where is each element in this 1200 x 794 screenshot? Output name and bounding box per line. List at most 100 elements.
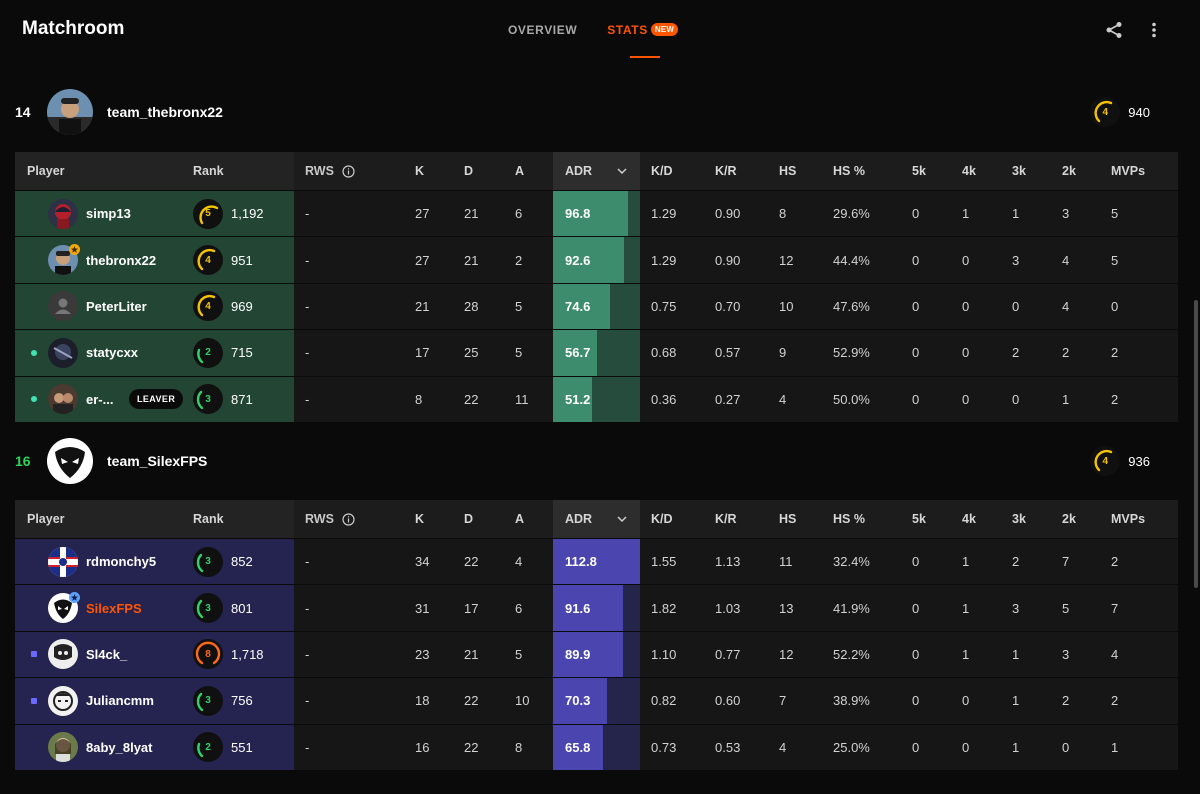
- table-row[interactable]: 56.7 statycxx 2 715 - 17 25 5 0.68 0.57 …: [15, 329, 1178, 376]
- player-nickname[interactable]: SilexFPS: [86, 600, 142, 616]
- kr-value: 0.57: [715, 345, 741, 361]
- col-4k[interactable]: 4k: [962, 512, 976, 526]
- col-kr[interactable]: K/R: [715, 164, 737, 178]
- col-rank[interactable]: Rank: [193, 164, 224, 178]
- col-kr[interactable]: K/R: [715, 512, 737, 526]
- player-nickname[interactable]: er-...: [86, 391, 114, 407]
- team-elo-value: 940: [1128, 104, 1150, 120]
- kills-value: 31: [415, 600, 430, 616]
- col-player[interactable]: Player: [27, 164, 65, 178]
- col-5k[interactable]: 5k: [912, 512, 926, 526]
- 5k-value: 0: [912, 646, 920, 662]
- kills-value: 34: [415, 554, 430, 570]
- table-row[interactable]: 89.9 Sl4ck_ 8 1,718 - 23 21 5 1.10 0.77 …: [15, 630, 1178, 678]
- player-cell[interactable]: simp13: [15, 191, 294, 236]
- col-5k[interactable]: 5k: [912, 164, 926, 178]
- table-row[interactable]: 92.6 thebronx22 4 951 - 27 21 2 1.29 0.9…: [15, 236, 1178, 283]
- 4k-value: 1: [962, 646, 970, 662]
- chevron-down-icon[interactable]: [617, 152, 627, 190]
- col-adr[interactable]: ADR: [565, 164, 593, 178]
- col-hs[interactable]: HS: [779, 164, 797, 178]
- player-nickname[interactable]: simp13: [86, 206, 131, 222]
- col-3k[interactable]: 3k: [1012, 512, 1026, 526]
- table-row[interactable]: 51.2 er-... LEAVER 3 871 - 8 22 11 0.36 …: [15, 375, 1178, 422]
- col-a[interactable]: A: [515, 512, 525, 526]
- info-icon[interactable]: [342, 164, 355, 178]
- player-cell[interactable]: rdmonchy5: [15, 539, 294, 584]
- kr-value: 0.90: [715, 206, 741, 222]
- 5k-value: 0: [912, 391, 920, 407]
- col-3k[interactable]: 3k: [1012, 164, 1026, 178]
- col-rws[interactable]: RWS: [305, 152, 355, 190]
- player-cell[interactable]: 8aby_8lyat: [15, 725, 294, 770]
- player-nickname[interactable]: rdmonchy5: [86, 554, 157, 570]
- table-row[interactable]: 112.8 rdmonchy5 3 852 - 34 22 4 1.55 1.1…: [15, 538, 1178, 585]
- col-kd[interactable]: K/D: [651, 512, 673, 526]
- player-nickname[interactable]: Sl4ck_: [86, 646, 128, 662]
- info-icon[interactable]: [342, 512, 355, 526]
- mvps-value: 2: [1111, 391, 1119, 407]
- player-cell[interactable]: Juliancmm: [15, 678, 294, 723]
- party-indicator: [31, 651, 37, 658]
- table-row[interactable]: 74.6 PeterLiter 4 969 - 21 28 5 0.75 0.7…: [15, 282, 1178, 330]
- scrollbar[interactable]: [1194, 300, 1198, 588]
- player-nickname[interactable]: 8aby_8lyat: [86, 739, 153, 755]
- player-cell[interactable]: statycxx: [15, 330, 294, 375]
- col-k[interactable]: K: [415, 164, 425, 178]
- kr-value: 0.77: [715, 646, 741, 662]
- table-row[interactable]: 65.8 8aby_8lyat 2 551 - 16 22 8 0.73 0.5…: [15, 723, 1178, 770]
- player-nickname[interactable]: PeterLiter: [86, 298, 147, 314]
- table-row[interactable]: 70.3 Juliancmm 3 756 - 18 22 10 0.82 0.6…: [15, 677, 1178, 724]
- kd-value: 1.55: [651, 554, 677, 570]
- col-kd[interactable]: K/D: [651, 164, 673, 178]
- player-cell[interactable]: SilexFPS: [15, 585, 294, 630]
- col-hs-percent[interactable]: HS %: [833, 164, 865, 178]
- assists-value: 8: [515, 739, 523, 755]
- player-cell[interactable]: thebronx22: [15, 237, 294, 282]
- elo-value: 1,718: [231, 646, 264, 662]
- col-hs[interactable]: HS: [779, 512, 797, 526]
- player-nickname[interactable]: Juliancmm: [86, 693, 154, 709]
- deaths-value: 22: [464, 739, 479, 755]
- 2k-value: 3: [1062, 206, 1070, 222]
- chevron-down-icon[interactable]: [617, 500, 627, 538]
- mvps-value: 5: [1111, 206, 1119, 222]
- player-nickname[interactable]: statycxx: [86, 345, 139, 361]
- more-vertical-icon[interactable]: [1144, 20, 1164, 40]
- hs-percent-value: 50.0%: [833, 391, 870, 407]
- col-rws[interactable]: RWS: [305, 500, 355, 538]
- share-icon[interactable]: [1104, 20, 1124, 40]
- hs-percent-value: 52.9%: [833, 345, 870, 361]
- rank-cell: 2 551: [193, 725, 293, 770]
- table-row[interactable]: 91.6 SilexFPS 3 801 - 31 17 6 1.82 1.03 …: [15, 584, 1178, 631]
- team2-stats-table: Player Rank RWS K D A ADR K/D K/R HS HS …: [15, 500, 1178, 770]
- col-2k[interactable]: 2k: [1062, 164, 1076, 178]
- tab-overview[interactable]: OVERVIEW: [508, 23, 578, 37]
- player-cell[interactable]: PeterLiter: [15, 284, 294, 329]
- col-rank[interactable]: Rank: [193, 512, 224, 526]
- col-4k[interactable]: 4k: [962, 164, 976, 178]
- col-2k[interactable]: 2k: [1062, 512, 1076, 526]
- kills-value: 21: [415, 298, 430, 314]
- col-mvps[interactable]: MVPs: [1111, 164, 1146, 178]
- tab-stats[interactable]: STATS NEW: [607, 23, 679, 58]
- 2k-value: 7: [1062, 554, 1070, 570]
- player-cell[interactable]: Sl4ck_: [15, 632, 294, 677]
- player-nickname[interactable]: thebronx22: [86, 252, 157, 268]
- kr-value: 0.90: [715, 252, 741, 268]
- col-d[interactable]: D: [464, 164, 474, 178]
- col-adr[interactable]: ADR: [565, 512, 593, 526]
- col-hs-percent[interactable]: HS %: [833, 512, 865, 526]
- hs-percent-value: 44.4%: [833, 252, 870, 268]
- col-k[interactable]: K: [415, 512, 425, 526]
- table-row[interactable]: 96.8 simp13 5 1,192 - 27 21 6 1.29 0.90 …: [15, 190, 1178, 237]
- 3k-value: 1: [1012, 206, 1020, 222]
- team-header: 16 team_SilexFPS 4 936: [15, 436, 1180, 486]
- player-cell[interactable]: er-... LEAVER: [15, 377, 294, 422]
- 5k-value: 0: [912, 206, 920, 222]
- col-d[interactable]: D: [464, 512, 474, 526]
- col-a[interactable]: A: [515, 164, 525, 178]
- hs-value: 12: [779, 252, 794, 268]
- col-player[interactable]: Player: [27, 512, 65, 526]
- col-mvps[interactable]: MVPs: [1111, 512, 1146, 526]
